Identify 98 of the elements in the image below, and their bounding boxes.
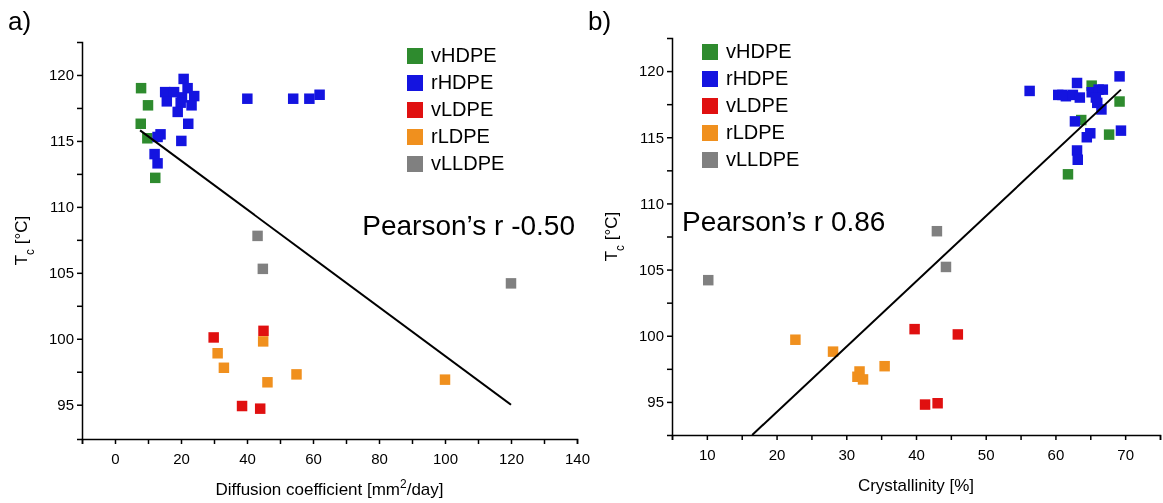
point <box>931 225 943 237</box>
point <box>1071 145 1083 156</box>
y-tick-label: 95 <box>647 393 664 411</box>
x-tick-label: 20 <box>173 449 190 467</box>
point <box>161 96 173 107</box>
point <box>254 403 266 414</box>
legend-label: rLDPE <box>431 125 490 147</box>
point <box>1115 125 1127 136</box>
point <box>135 82 147 94</box>
legend-label: vLLDPE <box>726 148 800 170</box>
x-tick-label: 120 <box>498 449 525 467</box>
point <box>218 362 230 374</box>
x-tick-label: 10 <box>699 445 716 463</box>
x-tick-label: 70 <box>1117 445 1134 463</box>
point <box>1072 154 1083 165</box>
point <box>212 348 223 359</box>
point <box>1103 129 1115 140</box>
point <box>186 100 197 111</box>
point <box>152 158 163 169</box>
point <box>909 323 920 335</box>
point <box>242 93 253 104</box>
point <box>1097 84 1109 95</box>
point <box>703 274 714 286</box>
point <box>252 230 263 242</box>
x-tick-label: 60 <box>1047 445 1065 463</box>
point <box>257 263 269 275</box>
point <box>790 334 801 345</box>
point <box>183 118 194 130</box>
x-tick-label: 30 <box>838 445 856 463</box>
point <box>208 332 219 343</box>
point <box>149 148 160 160</box>
y-tick-label: 105 <box>638 260 664 278</box>
point <box>142 100 154 111</box>
point <box>1074 92 1086 103</box>
point <box>940 261 952 273</box>
point <box>287 93 299 104</box>
legend-label: vLDPE <box>726 94 789 116</box>
y-tick-label: 105 <box>48 264 74 282</box>
x-tick-label: 20 <box>768 445 786 463</box>
point <box>1071 77 1083 89</box>
y-tick-label: 95 <box>57 396 74 414</box>
point <box>262 377 273 388</box>
point <box>175 97 186 108</box>
y-tick-label: 100 <box>48 330 74 348</box>
legend-label: vHDPE <box>431 44 497 66</box>
point <box>1024 85 1035 97</box>
legend-label: vLDPE <box>431 98 494 120</box>
point <box>176 135 187 147</box>
x-tick-label: 0 <box>111 449 120 467</box>
x-axis-title: Crystallinity [%] <box>857 476 975 495</box>
legend-label: vLLDPE <box>431 152 505 174</box>
x-axis-title: Diffusion coefficient [mm$^{2}$/day] <box>215 477 444 499</box>
chart-title: b) <box>588 6 612 36</box>
point <box>919 399 931 410</box>
point <box>314 89 325 100</box>
point <box>952 329 964 340</box>
y-tick-label: 120 <box>638 62 664 80</box>
y-tick-label: 120 <box>48 66 74 84</box>
annotation: Pearson’s r 0.86 <box>682 206 886 237</box>
point <box>257 336 269 347</box>
point <box>1081 132 1093 143</box>
point <box>827 346 839 357</box>
y-tick-label: 110 <box>640 194 664 212</box>
point <box>932 398 943 409</box>
y-tick-label: 100 <box>638 327 664 345</box>
x-tick-label: 80 <box>371 449 388 467</box>
y-tick-label: 115 <box>50 132 74 150</box>
x-tick-label: 50 <box>977 445 995 463</box>
point <box>1069 116 1081 127</box>
point <box>439 374 451 385</box>
legend-label: rLDPE <box>726 121 785 143</box>
x-tick-label: 100 <box>432 449 459 467</box>
point <box>505 278 517 289</box>
legend-label: rHDPE <box>431 71 494 93</box>
x-tick-label: 40 <box>239 449 256 467</box>
point <box>135 118 146 130</box>
legend-label: vHDPE <box>726 40 792 62</box>
x-tick-label: 140 <box>564 449 591 467</box>
point <box>150 172 161 184</box>
legend-label: rHDPE <box>726 67 789 89</box>
point <box>857 374 869 385</box>
point <box>1114 96 1125 107</box>
annotation: Pearson’s r -0.50 <box>362 210 575 241</box>
point <box>1062 169 1074 180</box>
point <box>291 369 302 380</box>
x-tick-label: 60 <box>305 449 322 467</box>
point <box>236 400 248 412</box>
point <box>258 325 269 337</box>
y-tick-label: 110 <box>50 198 74 216</box>
point <box>879 360 890 372</box>
point <box>178 73 189 85</box>
x-tick-label: 40 <box>908 445 925 463</box>
point <box>304 93 315 104</box>
point <box>1114 71 1125 82</box>
point <box>1057 89 1068 101</box>
point <box>172 106 183 118</box>
y-tick-label: 115 <box>640 128 664 146</box>
chart-title: a) <box>8 6 32 36</box>
